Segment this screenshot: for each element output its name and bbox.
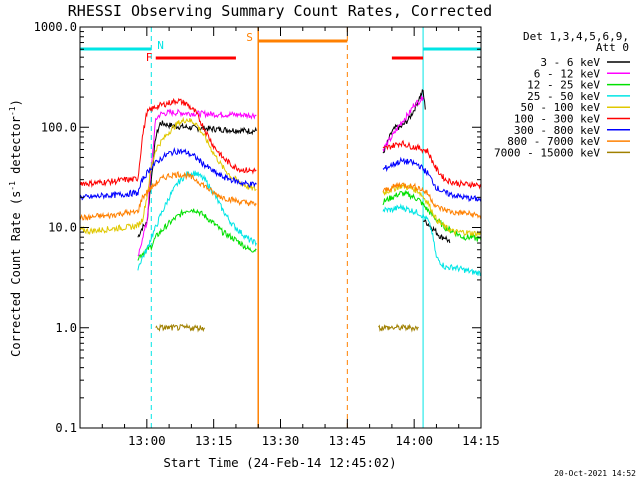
y-axis-label-base: Corrected Count Rate (s (9, 191, 23, 357)
y-tick-label-2: 10.0 (48, 221, 77, 235)
series-line-8-segment-0 (155, 323, 206, 333)
chart-title: RHESSI Observing Summary Count Rates, Co… (68, 2, 492, 20)
plot-area: NF S (80, 27, 481, 428)
series-line-2-segment-0 (137, 208, 257, 261)
flag-letter-2: S (246, 31, 253, 44)
y-tick-label-4: 0.1 (55, 421, 77, 435)
y-axis-label-superscript-2: -1 (8, 106, 17, 116)
x-axis-label: Start Time (24-Feb-14 12:45:02) (163, 455, 396, 470)
legend-header-line-2: Att 0 (596, 41, 629, 54)
legend-label-5: 100 - 300 keV (514, 113, 600, 126)
series-line-3-segment-1 (382, 203, 481, 276)
flag-letter-0: N (157, 39, 164, 52)
y-axis-label-mid: detector (9, 116, 23, 181)
legend-label-7: 800 - 7000 keV (507, 135, 600, 148)
series-line-6-segment-1 (382, 156, 481, 203)
legend-label-8: 7000 - 15000 keV (494, 146, 600, 159)
x-tick-label-2: 13:30 (262, 433, 300, 448)
series-line-0-segment-0 (137, 120, 257, 238)
series-line-0-segment-2 (422, 217, 451, 244)
series-line-3-segment-0 (137, 170, 257, 271)
legend-label-3: 25 - 50 keV (527, 90, 600, 103)
series-line-7-segment-0 (80, 170, 257, 221)
legend-label-2: 12 - 25 keV (527, 79, 600, 92)
y-axis-label-end: ) (9, 99, 23, 106)
legend-label-4: 50 - 100 keV (521, 101, 601, 114)
y-tick-label-0: 1000.0 (34, 20, 77, 34)
x-axis: 13:00 13:15 13:30 13:45 14:00 14:15 (101, 27, 500, 448)
footer-date: 20-Oct-2021 14:52 (554, 469, 636, 478)
series-line-4-segment-0 (80, 116, 257, 236)
y-axis-label: Corrected Count Rate (s-1 detector-1) (8, 99, 23, 357)
x-tick-label-0: 13:00 (128, 433, 166, 448)
y-axis: 1000.0 100.0 10.0 1.0 0.1 (34, 20, 481, 435)
x-tick-label-1: 13:15 (195, 433, 233, 448)
series-line-8-segment-1 (378, 323, 419, 333)
series-line-1-segment-1 (382, 95, 424, 152)
y-tick-label-3: 1.0 (55, 321, 77, 335)
x-tick-label-4: 14:00 (395, 433, 433, 448)
y-axis-label-superscript-1: -1 (8, 181, 17, 191)
legend-label-0: 3 - 6 keV (540, 56, 600, 69)
x-tick-label-5: 14:15 (462, 433, 500, 448)
series-line-5-segment-1 (382, 139, 481, 190)
y-tick-label-1: 100.0 (41, 120, 77, 134)
legend-label-6: 300 - 800 keV (514, 124, 600, 137)
series-line-5-segment-0 (80, 97, 257, 188)
series-line-7-segment-1 (382, 181, 481, 220)
legend-label-1: 6 - 12 keV (534, 67, 601, 80)
flag-letter-1: F (146, 51, 153, 64)
plot-frame (79, 26, 482, 429)
series-line-4-segment-1 (382, 182, 481, 238)
plot-content (80, 27, 481, 428)
legend-header-line-1: Det 1,3,4,5,6,9, (523, 30, 629, 43)
x-tick-label-3: 13:45 (329, 433, 367, 448)
series-line-6-segment-0 (80, 147, 257, 201)
